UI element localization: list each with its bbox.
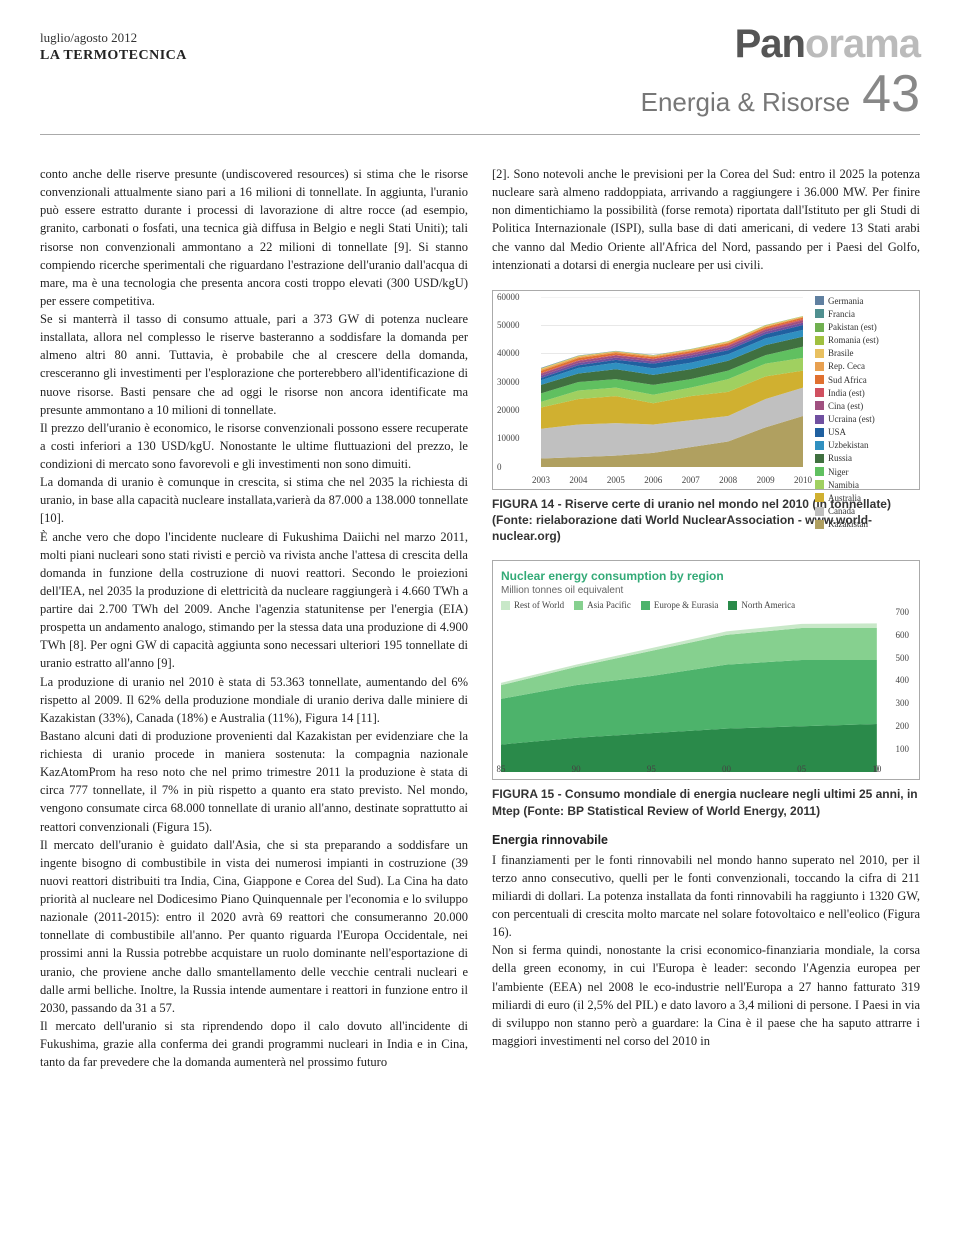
legend-item: Canada (815, 505, 913, 517)
body-paragraph: La produzione di uranio nel 2010 è stata… (40, 673, 468, 727)
legend-item: North America (728, 600, 795, 610)
figure-14-chart: 0100002000030000400005000060000200320042… (492, 290, 920, 490)
body-paragraph: La domanda di uranio è comunque in cresc… (40, 473, 468, 527)
body-paragraph: conto anche delle riserve presunte (undi… (40, 165, 468, 310)
legend-item: Australia (815, 492, 913, 504)
figure-15-legend: Rest of World Asia Pacific Europe & Eurasi… (501, 600, 911, 612)
body-paragraph: Il prezzo dell'uranio è economico, le ri… (40, 419, 468, 473)
page-number: 43 (862, 68, 920, 120)
legend-item: Cina (est) (815, 400, 913, 412)
legend-item: Germania (815, 295, 913, 307)
legend-item: Brasile (815, 347, 913, 359)
renewable-heading: Energia rinnovabile (492, 833, 920, 847)
body-paragraph: Il mercato dell'uranio si sta riprendend… (40, 1017, 468, 1071)
legend-item: Rep. Ceca (815, 360, 913, 372)
legend-item: Ucraina (est) (815, 413, 913, 425)
legend-item: Pakistan (est) (815, 321, 913, 333)
legend-item: Romania (est) (815, 334, 913, 346)
body-paragraph: Se si manterrà il tasso di consumo attua… (40, 310, 468, 419)
body-paragraph: Il mercato dell'uranio è guidato dall'As… (40, 836, 468, 1017)
legend-item: Uzbekistan (815, 439, 913, 451)
section-title: Energia & Risorse (641, 87, 851, 118)
brand-logo: Panorama (735, 22, 920, 67)
figure-14-legend: GermaniaFranciaPakistan (est)Romania (es… (809, 291, 919, 489)
legend-item: Europe & Eurasia (641, 600, 718, 610)
figure-15: Nuclear energy consumption by region Mil… (492, 560, 920, 818)
left-column: conto anche delle riserve presunte (undi… (40, 165, 468, 1071)
section-row: Energia & Risorse 43 (641, 68, 920, 120)
legend-item: Namibia (815, 479, 913, 491)
right-intro-paragraph: [2]. Sono notevoli anche le previsioni p… (492, 165, 920, 274)
legend-item: Sud Africa (815, 374, 913, 386)
brand-part2: orama (805, 22, 920, 66)
body-paragraph: È anche vero che dopo l'incidente nuclea… (40, 528, 468, 673)
figure-15-caption: FIGURA 15 - Consumo mondiale di energia … (492, 786, 920, 818)
masthead: luglio/agosto 2012 LA TERMOTECNICA Panor… (40, 30, 920, 135)
legend-item: Niger (815, 466, 913, 478)
legend-item: Kazakistan (815, 518, 913, 530)
header-rule (40, 134, 920, 135)
figure-15-chart: Nuclear energy consumption by region Mil… (492, 560, 920, 780)
legend-item: USA (815, 426, 913, 438)
figure-15-subtitle: Million tonnes oil equivalent (501, 585, 911, 596)
legend-item: Rest of World (501, 600, 564, 610)
figure-14: 0100002000030000400005000060000200320042… (492, 290, 920, 545)
body-paragraph: Non si ferma quindi, nonostante la crisi… (492, 941, 920, 1050)
legend-item: India (est) (815, 387, 913, 399)
legend-item: Asia Pacific (574, 600, 631, 610)
right-column: [2]. Sono notevoli anche le previsioni p… (492, 165, 920, 1071)
body-paragraph: I finanziamenti per le fonti rinnovabili… (492, 851, 920, 942)
brand-part1: Pan (735, 22, 805, 66)
figure-15-title: Nuclear energy consumption by region (501, 569, 911, 583)
legend-item: Francia (815, 308, 913, 320)
body-columns: conto anche delle riserve presunte (undi… (40, 165, 920, 1071)
body-paragraph: Bastano alcuni dati di produzione proven… (40, 727, 468, 836)
legend-item: Russia (815, 452, 913, 464)
